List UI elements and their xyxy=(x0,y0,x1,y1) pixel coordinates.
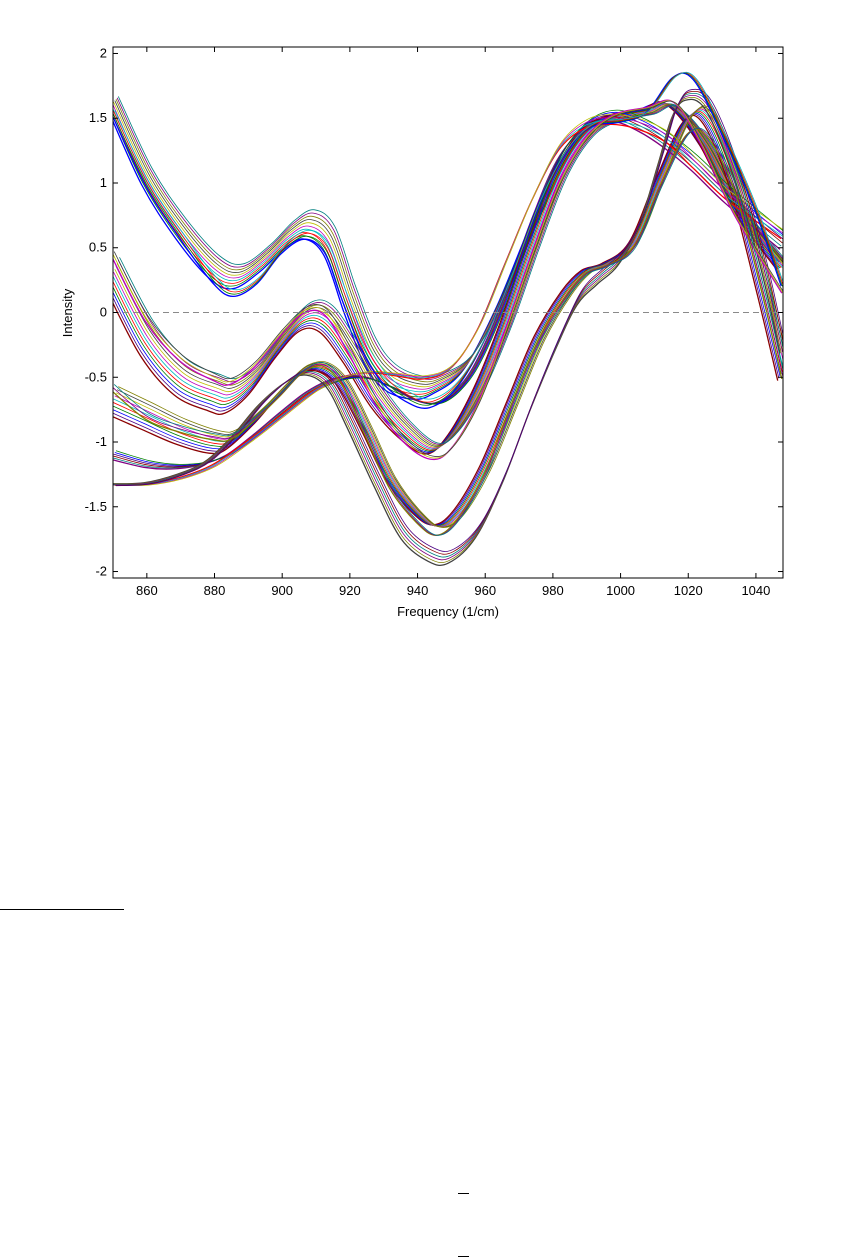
series-line-g7-1 xyxy=(113,100,783,459)
series-line-g1-3 xyxy=(113,102,781,452)
series-line-g7-2 xyxy=(113,100,783,458)
series-line-g7-0 xyxy=(113,99,783,461)
series-line-g1-9 xyxy=(116,104,783,446)
series-line-g1-2 xyxy=(113,102,780,453)
series-line-g6-1 xyxy=(113,72,783,406)
series-line-g8-0 xyxy=(113,128,783,536)
y-tick-label: -2 xyxy=(95,564,107,579)
y-tick-label: 0 xyxy=(100,305,107,320)
y-tick-label: 0.5 xyxy=(89,240,107,255)
y-tick-label: -0.5 xyxy=(85,369,107,384)
x-tick-label: 1040 xyxy=(741,583,770,598)
line-chart: 860 880 900 920 940 960 980 1000 1020 1040 2 1.5 1 0… xyxy=(60,45,784,619)
series-line-g5-5 xyxy=(115,88,783,552)
y-tick-label: 2 xyxy=(100,45,107,60)
series-line-g1-4 xyxy=(113,102,782,451)
series-line-g2-3 xyxy=(113,111,782,527)
y-tick-label: 1 xyxy=(100,175,107,190)
series-line-g2-2 xyxy=(113,112,781,526)
x-axis-title: Frequency (1/cm) xyxy=(397,604,499,619)
y-axis-ticks: 2 1.5 1 0.5 0 -0.5 -1 -1.5 -2 xyxy=(85,45,783,579)
series-line-g8-1 xyxy=(113,128,783,536)
x-tick-label: 980 xyxy=(542,583,564,598)
x-tick-label: 1020 xyxy=(674,583,703,598)
x-tick-label: 920 xyxy=(339,583,361,598)
x-tick-label: 960 xyxy=(474,583,496,598)
x-tick-label: 900 xyxy=(271,583,293,598)
series-line-g6-2 xyxy=(113,72,783,403)
series-line-g2-9 xyxy=(118,105,783,528)
y-axis-title: Intensity xyxy=(60,288,75,337)
series-line-g4-3 xyxy=(114,114,783,486)
y-tick-label: 1.5 xyxy=(89,110,107,125)
x-tick-label: 860 xyxy=(136,583,158,598)
series-line-g1-1 xyxy=(113,101,779,454)
y-tick-label: -1.5 xyxy=(85,499,107,514)
x-tick-label: 880 xyxy=(204,583,226,598)
x-tick-label: 940 xyxy=(407,583,429,598)
x-axis-ticks: 860 880 900 920 940 960 980 1000 1020 1040 xyxy=(136,47,770,598)
x-tick-label: 1000 xyxy=(606,583,635,598)
series-line-g5-1 xyxy=(113,96,782,564)
series-layer xyxy=(113,71,783,567)
overline-mark-2 xyxy=(458,1256,469,1257)
series-line-g6-3 xyxy=(114,71,783,400)
series-line-g1-7 xyxy=(114,103,783,448)
y-tick-label: -1 xyxy=(95,434,107,449)
series-line-g5-4 xyxy=(114,90,783,555)
series-line-g6-0 xyxy=(113,72,782,409)
series-line-g5-0 xyxy=(113,98,781,567)
series-line-g5-3 xyxy=(113,92,783,558)
footnote-rule xyxy=(0,909,124,910)
overline-mark-1 xyxy=(458,1193,469,1194)
series-line-g1-8 xyxy=(115,104,783,447)
series-line-g8-2 xyxy=(113,127,783,536)
series-line-g5-2 xyxy=(113,94,783,561)
